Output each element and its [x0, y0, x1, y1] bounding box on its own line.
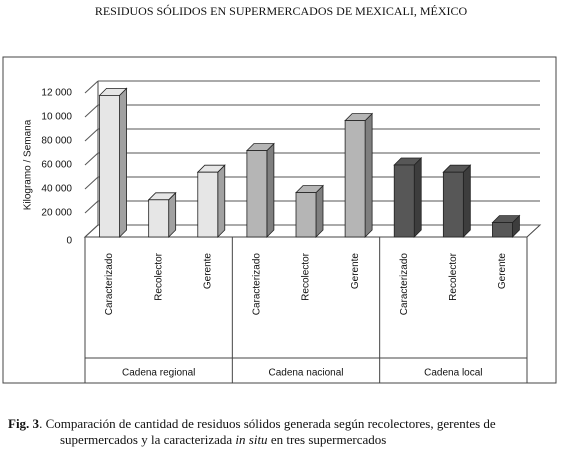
x-tick-label: Caracterizado — [104, 253, 115, 316]
group-label: Cadena regional — [122, 368, 195, 379]
bar-side — [266, 142, 275, 238]
bar — [344, 120, 366, 238]
y-tick-label: 10 000 — [41, 112, 72, 123]
caption-italic: in situ — [235, 432, 268, 447]
x-tick-label: Gerente — [202, 253, 213, 290]
grid-side — [84, 152, 99, 166]
group-label: Cadena nacional — [268, 368, 343, 379]
x-tick-label: Recolector — [153, 252, 164, 300]
bar-side — [119, 87, 127, 238]
caption-text-end: en tres supermercados — [267, 432, 387, 447]
chart-title: RESIDUOS SÓLIDOS EN SUPERMERCADOS DE MEX… — [95, 4, 468, 18]
grid-side — [84, 224, 99, 238]
grid-side — [84, 200, 99, 214]
bar — [99, 95, 120, 238]
grid-side — [84, 80, 99, 94]
y-tick-label: 0 — [66, 236, 72, 247]
caption: Fig. 3. Comparación de cantidad de resid… — [8, 416, 558, 448]
bar-side — [315, 184, 324, 238]
bar-side — [217, 164, 226, 238]
x-tick-label: Recolector — [301, 252, 312, 300]
bar — [492, 222, 513, 238]
x-tick-label: Caracterizado — [252, 253, 263, 316]
x-tick-label: Caracterizado — [399, 253, 410, 316]
x-tick-label: Recolector — [448, 252, 459, 300]
x-tick-label: Gerente — [350, 253, 361, 290]
y-tick-label: 12 000 — [41, 88, 72, 99]
bar-side — [413, 157, 422, 238]
bar-side — [168, 191, 177, 238]
grid-side — [84, 104, 99, 118]
frame — [2, 56, 557, 384]
grid-side — [84, 128, 99, 142]
bar — [442, 171, 464, 238]
grid-side — [84, 176, 99, 190]
y-tick-label: 60 000 — [41, 160, 72, 171]
bar — [393, 164, 415, 238]
bar — [197, 171, 219, 238]
bar-side — [462, 164, 471, 238]
chart: RESIDUOS SÓLIDOS EN SUPERMERCADOS DE MEX… — [2, 4, 557, 384]
y-tick-label: 80 000 — [41, 136, 72, 147]
bar — [246, 150, 268, 238]
x-tick-label: Gerente — [497, 253, 508, 290]
caption-text: . Comparación de cantidad de residuos só… — [39, 416, 496, 447]
y-axis-label: Kilogramo / Semana — [23, 119, 34, 210]
bar — [295, 192, 317, 238]
caption-label: Fig. 3 — [8, 416, 40, 431]
bar — [148, 199, 170, 238]
y-tick-label: 20 000 — [41, 208, 72, 219]
group-label: Cadena local — [424, 368, 482, 379]
bar-side — [364, 112, 373, 238]
y-tick-label: 40 000 — [41, 184, 72, 195]
